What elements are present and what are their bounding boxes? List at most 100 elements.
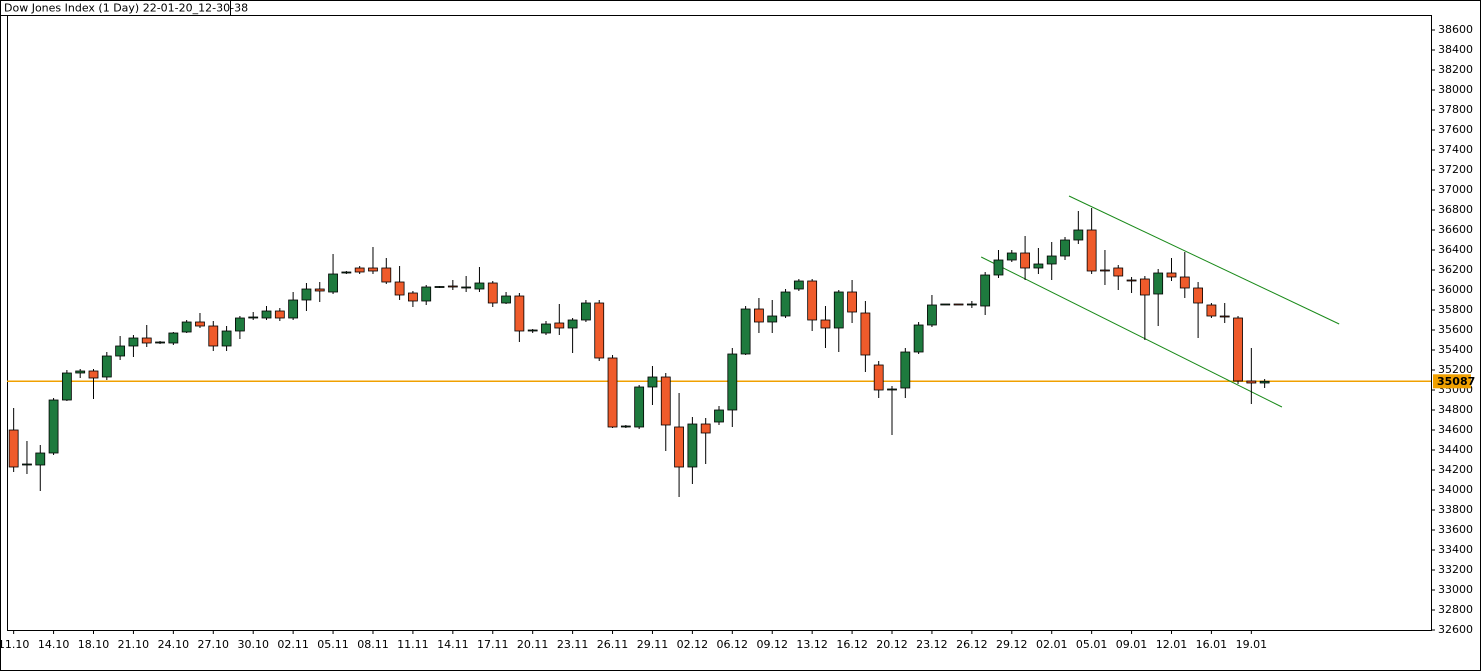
x-tick-label: 27.10 [198, 638, 230, 651]
y-tick-label: 37400 [1438, 143, 1473, 156]
candle-body [155, 341, 165, 344]
y-tick-label: 37000 [1438, 183, 1473, 196]
candle-body [793, 280, 804, 290]
candle-body [1073, 229, 1084, 241]
y-tick-label: 38600 [1438, 23, 1473, 36]
candle-body [1206, 304, 1217, 317]
x-tick-label: 06.12 [717, 638, 749, 651]
y-tick-label: 38400 [1438, 43, 1473, 56]
y-tick-label: 34000 [1438, 483, 1473, 496]
candle-body [820, 319, 831, 329]
y-tick-label: 33000 [1438, 583, 1473, 596]
y-tick-label: 34800 [1438, 403, 1473, 416]
channel-line [980, 256, 1283, 408]
x-tick-label: 02.01 [1036, 638, 1068, 651]
candle-body [408, 292, 418, 302]
candle-body [1020, 252, 1030, 269]
y-tick-label: 35400 [1438, 343, 1473, 356]
x-tick-label: 30.10 [237, 638, 269, 651]
candle-body [381, 267, 392, 283]
title-box [0, 0, 231, 16]
y-tick-label: 38000 [1438, 83, 1473, 96]
candle-body [208, 325, 219, 347]
y-tick-label: 33800 [1438, 503, 1473, 516]
candle-body [274, 310, 285, 319]
y-tick-label: 36200 [1438, 263, 1473, 276]
candle-body [261, 310, 272, 319]
candle-body [927, 304, 937, 326]
candle-body [887, 388, 897, 391]
candle-body [447, 285, 458, 288]
candle-body [700, 423, 711, 434]
y-tick-label: 36000 [1438, 283, 1473, 296]
y-tick-label: 33200 [1438, 563, 1473, 576]
candle-body [487, 282, 498, 304]
candle-body [1219, 315, 1230, 318]
y-tick-label: 36400 [1438, 243, 1473, 256]
y-tick-label: 38200 [1438, 63, 1473, 76]
candle-body [833, 291, 844, 329]
candle-body [35, 452, 46, 466]
price-label-box [1433, 374, 1471, 389]
candle-body [234, 317, 245, 332]
y-tick-label: 34400 [1438, 443, 1473, 456]
x-tick-label: 21.10 [118, 638, 150, 651]
x-tick-label: 02.11 [277, 638, 309, 651]
candle-body [75, 370, 86, 374]
x-tick-label: 16.12 [836, 638, 868, 651]
x-tick-label: 29.12 [996, 638, 1028, 651]
candle-body [647, 376, 658, 388]
candle-body [980, 274, 991, 307]
y-tick-label: 33400 [1438, 543, 1473, 556]
candle-body [1233, 317, 1243, 382]
candle-body [767, 315, 778, 323]
x-tick-label: 11.11 [397, 638, 429, 651]
x-tick-label: 24.10 [158, 638, 190, 651]
candle-body [248, 316, 259, 319]
candle-body [660, 376, 671, 426]
y-tick-label: 37800 [1438, 103, 1473, 116]
x-tick-label: 20.12 [876, 638, 908, 651]
y-tick-label: 35600 [1438, 323, 1473, 336]
candle-body [860, 312, 871, 356]
x-tick-label: 23.11 [557, 638, 589, 651]
candle-body [1153, 272, 1164, 295]
candle-body [181, 321, 192, 333]
price-label: 35087 [1437, 375, 1475, 388]
candle-body [22, 463, 32, 466]
candle-body [141, 337, 152, 344]
x-tick-label: 14.11 [437, 638, 469, 651]
x-tick-label: 18.10 [78, 638, 110, 651]
candle-body [966, 303, 977, 306]
candle-body [1166, 272, 1177, 278]
candle-body [88, 370, 99, 379]
x-tick-label: 14.10 [38, 638, 70, 651]
candle-body [581, 302, 591, 321]
candle-body [714, 409, 724, 423]
candle-body [1179, 276, 1190, 289]
candle-body [1113, 267, 1124, 277]
y-tick-label: 34200 [1438, 463, 1473, 476]
candle-body [221, 330, 232, 347]
x-tick-label: 02.12 [677, 638, 709, 651]
x-tick-label: 19.01 [1236, 638, 1268, 651]
x-tick-label: 20.11 [517, 638, 549, 651]
candle-body [1126, 279, 1137, 282]
candle-body [674, 426, 684, 468]
candle-body [873, 364, 884, 391]
candle-body [421, 286, 432, 302]
candle-body [567, 319, 578, 329]
y-tick-label: 34600 [1438, 423, 1473, 436]
candle-body [913, 324, 924, 353]
candle-body [554, 322, 565, 329]
candle-body [594, 302, 605, 359]
candle-body [527, 329, 538, 332]
candle-body [48, 399, 59, 454]
y-tick-label: 33600 [1438, 523, 1473, 536]
chart-title: Dow Jones Index (1 Day) 22-01-20_12-30-3… [4, 2, 248, 15]
candle-body [754, 308, 764, 323]
candle-body [1259, 380, 1270, 384]
candle-body [288, 299, 299, 319]
candle-body [1033, 263, 1044, 269]
